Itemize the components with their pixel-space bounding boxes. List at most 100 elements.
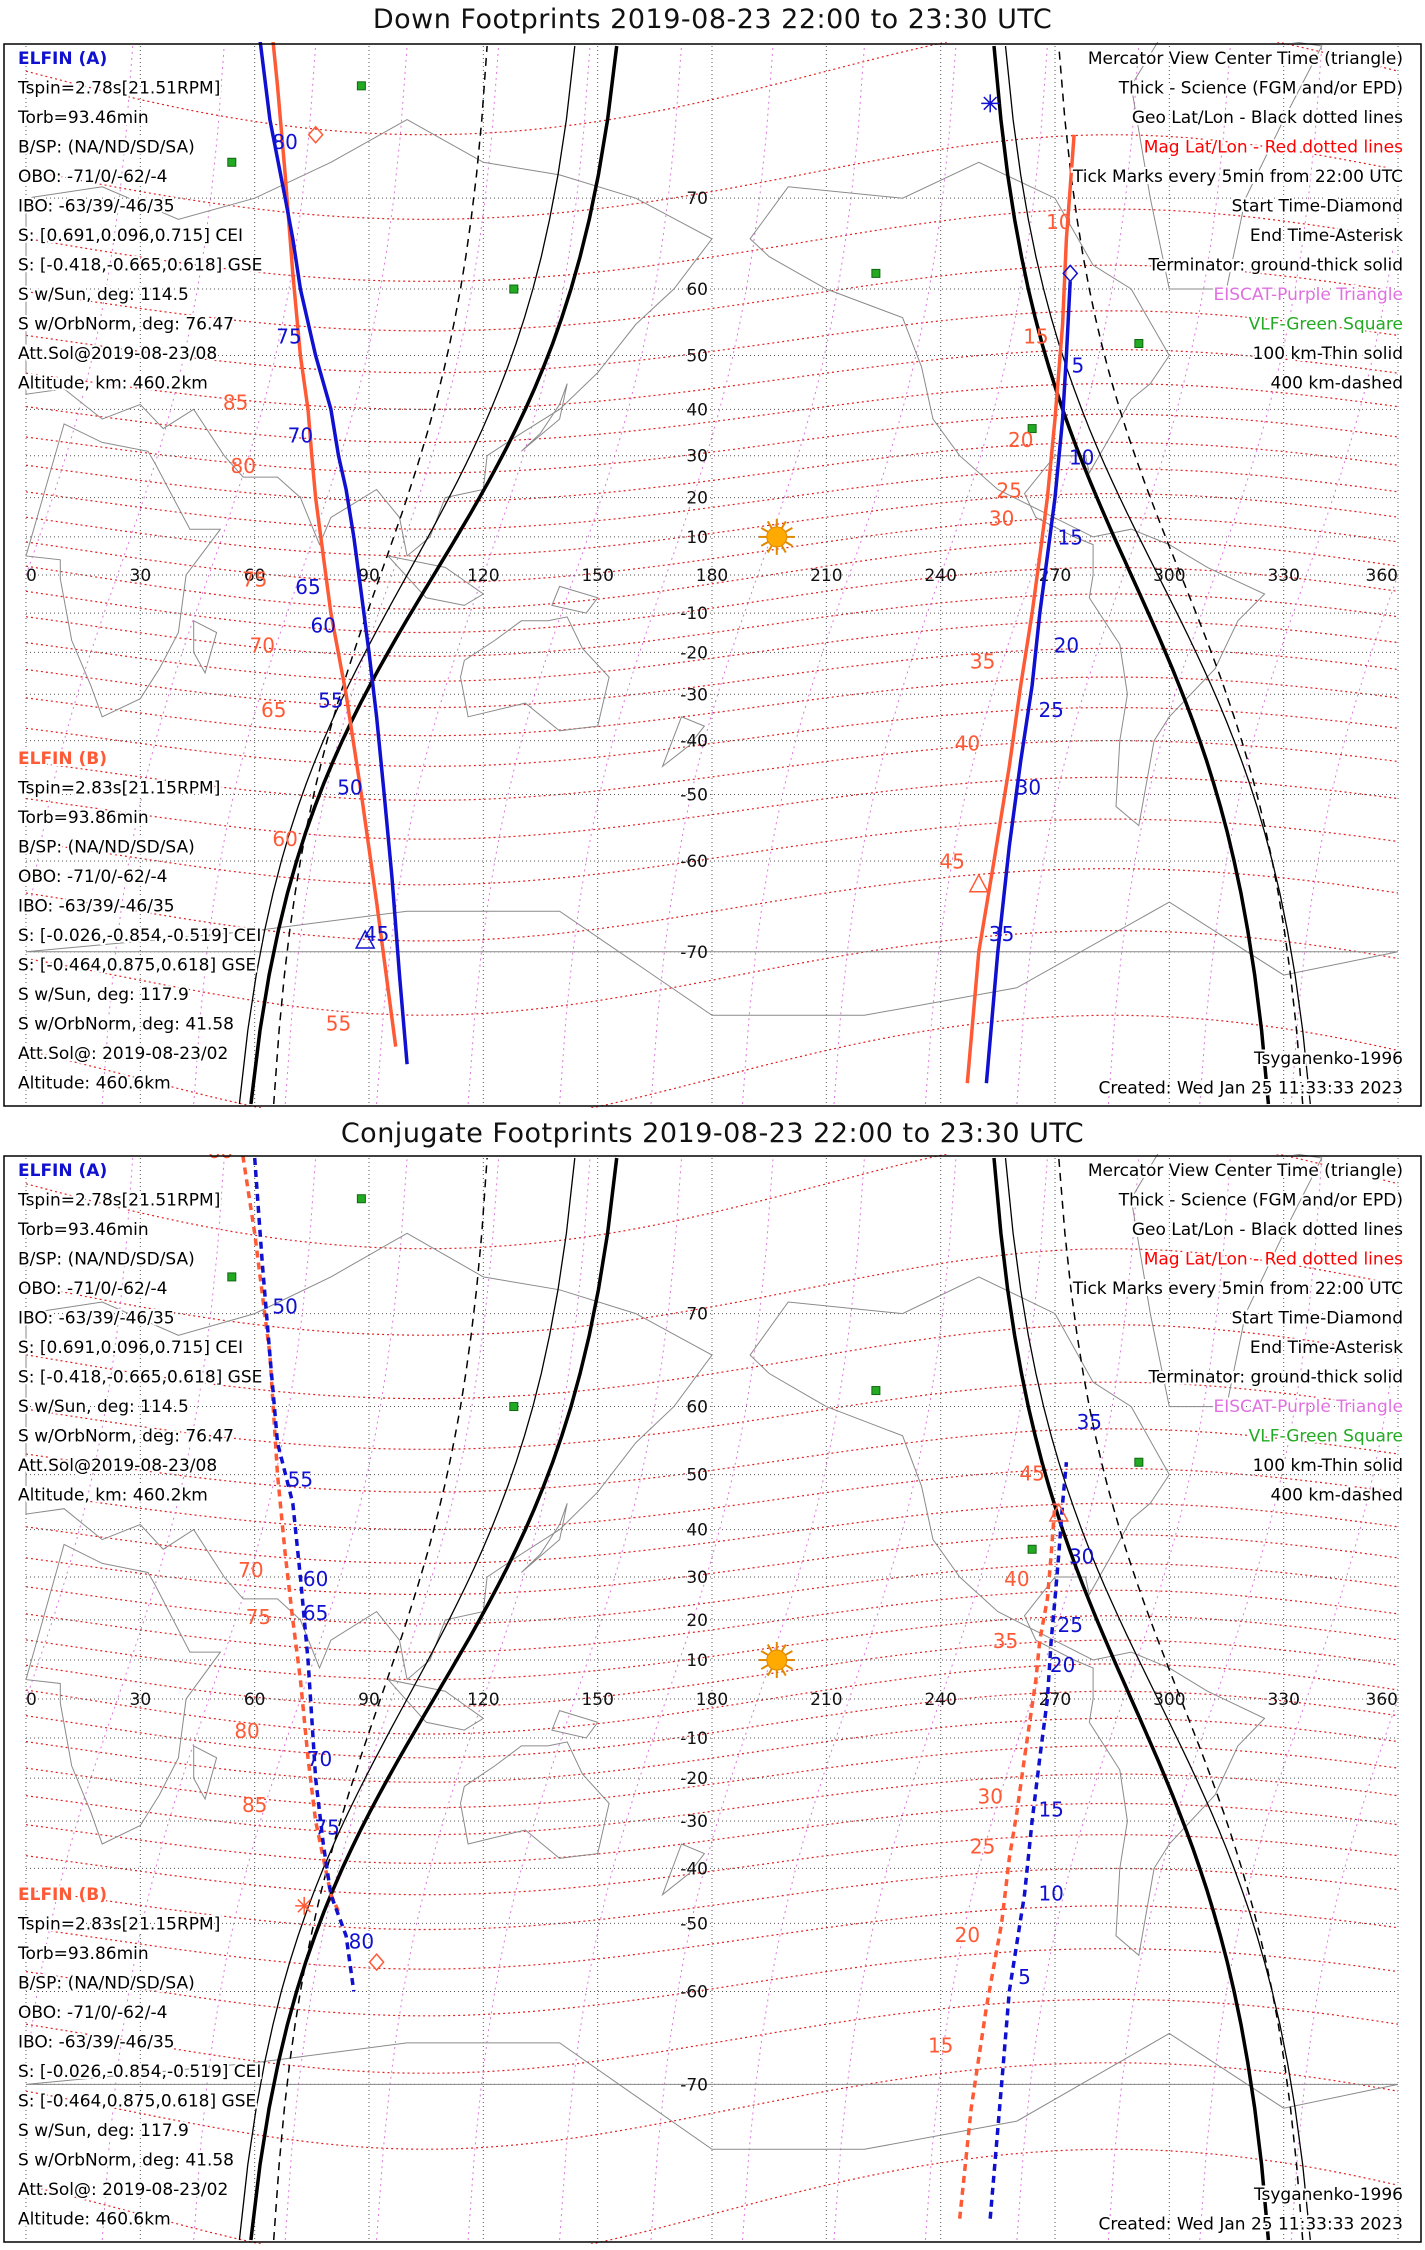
mag-lon-line <box>193 1157 408 2241</box>
sun-icon <box>758 518 795 555</box>
lat-tick-label: 60 <box>686 280 708 300</box>
lon-tick-label: 240 <box>924 1690 956 1710</box>
coastline <box>25 1232 713 1681</box>
elfin-b-info-line: Att.Sol@: 2019-08-23/02 <box>18 1044 228 1064</box>
lon-tick-label: 120 <box>467 566 499 586</box>
mag-lat-line <box>25 349 1399 410</box>
mag-lon-line <box>924 1157 1140 2241</box>
vlf-station-square <box>227 157 237 167</box>
credits-line: Tsyganenko-1996 <box>1253 1049 1403 1069</box>
elfin-a-track-west <box>258 42 409 1065</box>
sun-ray <box>760 527 769 533</box>
elfin-b-track-east-tick-label: 15 <box>928 2034 953 2058</box>
lat-tick-label: 30 <box>686 447 708 467</box>
elfin-a-track-west-tick-label: 75 <box>276 324 301 348</box>
mag-lat-line <box>25 441 1399 503</box>
elfin-a-info-line: S: [0.691,0.096,0.715] CEI <box>18 226 243 246</box>
lat-tick-label: 50 <box>686 347 708 367</box>
elfin-b-track-west-tick-label: 75 <box>246 1605 271 1629</box>
lat-tick-label: 30 <box>686 1568 708 1588</box>
lon-tick-label: 330 <box>1267 566 1299 586</box>
elfin-a-track-east-tick-label: 30 <box>1016 775 1041 799</box>
elfin-a-track-east <box>988 1462 1069 2219</box>
terminator-100km-west <box>238 45 576 1105</box>
elfin-a-track-east-tick-label: 30 <box>1069 1544 1094 1568</box>
mag-lon-line <box>924 45 1140 1105</box>
elfin-a-track-east-tick-label: 20 <box>1054 633 1079 657</box>
elfin-b-info-line: Tspin=2.83s[21.15RPM] <box>17 779 220 799</box>
elfin-a-info-line: S: [-0.418,-0.665,0.618] GSE <box>18 256 262 276</box>
sun-ray <box>780 1643 787 1652</box>
mag-lon-line <box>25 45 134 576</box>
lat-tick-label: -20 <box>680 1769 708 1789</box>
vlf-station-square <box>1027 1544 1037 1554</box>
elfin-a-info-line: Torb=93.46min <box>17 108 149 128</box>
mag-lat-line <box>25 516 1399 584</box>
elfin-b-info-line: OBO: -71/0/-62/-4 <box>18 867 167 887</box>
elfin-b-track-east <box>965 134 1076 1084</box>
sun-ray <box>760 1664 769 1670</box>
sun-ray <box>766 1643 773 1652</box>
coastlines <box>25 1154 1399 2150</box>
legend-line: Terminator: ground-thick solid <box>1147 256 1403 276</box>
coastline <box>25 901 1399 1016</box>
elfin-a-track-west-tick-label: 65 <box>295 575 320 599</box>
terminator-ground-west <box>249 1157 619 2241</box>
lat-tick-label: -20 <box>680 643 708 663</box>
elfin-a-track-west-tick-label: 65 <box>303 1601 328 1625</box>
elfin-a-track-east-tick-label: 15 <box>1038 1798 1063 1822</box>
coastline <box>1130 42 1323 290</box>
elfin-b-info-line: ELFIN (B) <box>18 1885 107 1905</box>
lon-tick-label: 60 <box>244 566 266 586</box>
lat-tick-label: -40 <box>680 1859 708 1879</box>
terminator-400km-west <box>272 1157 488 2241</box>
elfin-b-track-west-start-diamond <box>307 125 324 144</box>
legend: Mercator View Center Time (triangle) Thic… <box>1070 1159 1405 1508</box>
panel-down-title: Down Footprints 2019-08-23 22:00 to 23:3… <box>372 4 1053 35</box>
legend-line: Geo Lat/Lon - Black dotted lines <box>1132 108 1403 128</box>
credits-line: Tsyganenko-1996 <box>1253 2185 1403 2205</box>
lat-tick-label: 70 <box>686 1305 708 1325</box>
lat-tick-label: 60 <box>686 1398 708 1418</box>
elfin-a-info-line: ELFIN (A) <box>18 49 107 69</box>
elfin-a-track-west-tick-label: 75 <box>314 1816 339 1840</box>
elfin-b-track-east-tick-label: 25 <box>997 479 1022 503</box>
lon-tick-label: 180 <box>696 1690 728 1710</box>
elfin-b-info-line: S: [-0.464,0.875,0.618] GSE <box>18 2092 256 2112</box>
mag-lat-line <box>25 620 1399 682</box>
legend-line: Tick Marks every 5min from 22:00 UTC <box>1072 167 1403 187</box>
elfin-b-track-east-tick-label: 20 <box>955 1923 980 1947</box>
plot-frame <box>3 43 1422 1107</box>
coastline <box>749 161 1266 827</box>
coastline <box>551 1709 599 1739</box>
legend-line: 100 km-Thin solid <box>1253 1456 1403 1476</box>
elfin-a-track-west-tick-label: 80 <box>272 130 297 154</box>
elfin-a-info-line: S w/OrbNorm, deg: 76.47 <box>18 1427 234 1447</box>
elfin-b-info-line: S w/OrbNorm, deg: 41.58 <box>18 1015 234 1035</box>
lat-tick-label: -10 <box>680 604 708 624</box>
elfin-b-track-east <box>957 1503 1057 2219</box>
coastline <box>749 1276 1266 1957</box>
mag-lat-line <box>25 1948 1399 2017</box>
elfin-b-track-west-tick-label: 70 <box>238 1558 263 1582</box>
coastline <box>386 555 485 606</box>
lat-tick-label: 20 <box>686 1611 708 1631</box>
vlf-station-square <box>1134 1457 1144 1467</box>
elfin-b-track-east-tick-label: 30 <box>989 506 1014 530</box>
lon-tick-label: 90 <box>358 1690 380 1710</box>
coastline <box>521 383 568 452</box>
axis-ticks: 0 30 60 90 120 150 180 210 240 270 300 330 360 70 60 50… <box>26 1305 1398 2096</box>
mag-lon-line <box>101 45 317 1105</box>
lon-tick-label: 0 <box>26 1690 37 1710</box>
vlf-station-square <box>1027 424 1037 434</box>
lon-tick-label: 270 <box>1039 1690 1071 1710</box>
coastline <box>193 1745 218 1801</box>
mag-lon-line <box>1107 45 1323 1105</box>
elfin-a-track-east-tick-label: 5 <box>1018 1965 1031 1989</box>
lon-tick-label: 30 <box>130 566 152 586</box>
elfin-a-track-west-tick-label: 50 <box>272 1295 297 1319</box>
credits: Tsyganenko-1996 Created: Wed Jan 25 11:33… <box>1096 2183 1405 2237</box>
lon-tick-label: 150 <box>581 566 613 586</box>
legend-line: Terminator: ground-thick solid <box>1147 1368 1403 1388</box>
elfin-a-info-line: Torb=93.46min <box>17 1220 149 1240</box>
